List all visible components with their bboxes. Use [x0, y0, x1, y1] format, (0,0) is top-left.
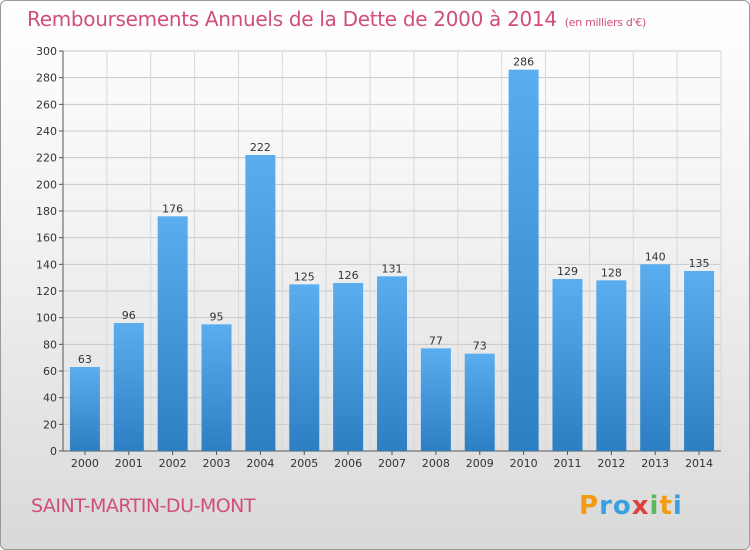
- x-tick-label: 2001: [115, 457, 143, 470]
- value-label: 126: [338, 269, 359, 282]
- commune-name: SAINT-MARTIN-DU-MONT: [31, 495, 256, 517]
- x-tick-label: 2013: [641, 457, 669, 470]
- y-tick-label: 180: [36, 205, 57, 218]
- bar-2001: [113, 323, 144, 451]
- y-tick-label: 120: [36, 285, 57, 298]
- y-tick-label: 240: [36, 125, 57, 138]
- x-tick-label: 2007: [378, 457, 406, 470]
- value-label: 77: [429, 334, 443, 347]
- value-label: 135: [689, 257, 710, 270]
- x-tick-label: 2009: [466, 457, 494, 470]
- y-tick-label: 40: [43, 392, 57, 405]
- x-tick-label: 2008: [422, 457, 450, 470]
- y-tick-label: 20: [43, 418, 57, 431]
- bar-2013: [640, 264, 671, 451]
- x-tick-label: 2003: [203, 457, 231, 470]
- proxiti-logo: Proxiti: [579, 491, 683, 521]
- value-label: 176: [162, 202, 183, 215]
- y-tick-label: 140: [36, 258, 57, 271]
- x-tick-label: 2005: [290, 457, 318, 470]
- bar-2009: [464, 353, 495, 451]
- chart-title: Remboursements Annuels de la Dette de 20…: [27, 7, 646, 31]
- labels: 0 20 40 60 80 100 120 140 160 180 200 220 240 260 280 3…: [36, 45, 713, 470]
- value-label: 125: [294, 270, 315, 283]
- x-tick-label: 2006: [334, 457, 362, 470]
- x-tick-label: 2014: [685, 457, 713, 470]
- value-label: 96: [122, 309, 136, 322]
- value-label: 95: [210, 310, 224, 323]
- bar-2007: [377, 276, 407, 451]
- x-tick-label: 2010: [510, 457, 538, 470]
- value-label: 73: [473, 340, 487, 353]
- y-tick-label: 220: [36, 152, 57, 165]
- bar-2006: [333, 283, 364, 451]
- bar-2011: [552, 279, 583, 451]
- y-tick-label: 200: [36, 178, 57, 191]
- bar-2004: [245, 155, 276, 451]
- y-tick-label: 0: [50, 445, 57, 458]
- y-tick-label: 80: [43, 338, 57, 351]
- value-label: 140: [645, 250, 666, 263]
- value-label: 128: [601, 266, 622, 279]
- y-tick-label: 300: [36, 45, 57, 58]
- x-tick-label: 2000: [71, 457, 99, 470]
- value-label: 129: [557, 265, 578, 278]
- value-label: 286: [513, 56, 534, 69]
- x-tick-label: 2011: [553, 457, 581, 470]
- bar-2003: [201, 324, 232, 451]
- value-label: 131: [382, 262, 403, 275]
- x-tick-label: 2012: [597, 457, 625, 470]
- y-tick-label: 280: [36, 72, 57, 85]
- y-tick-label: 100: [36, 312, 57, 325]
- bars: [69, 69, 715, 452]
- bar-2005: [289, 284, 320, 451]
- value-label: 63: [78, 353, 92, 366]
- value-label: 222: [250, 141, 271, 154]
- chart-unit: (en milliers d'€): [564, 16, 646, 29]
- x-tick-label: 2004: [246, 457, 274, 470]
- y-tick-label: 160: [36, 232, 57, 245]
- y-tick-label: 260: [36, 98, 57, 111]
- x-tick-label: 2002: [159, 457, 187, 470]
- chart-title-text: Remboursements Annuels de la Dette de 20…: [27, 7, 557, 31]
- bar-2010: [508, 69, 539, 452]
- bar-2002: [157, 216, 188, 451]
- bar-2000: [69, 367, 100, 451]
- bar-2008: [420, 348, 451, 451]
- y-tick-label: 60: [43, 365, 57, 378]
- bar-2014: [684, 271, 715, 451]
- bar-2012: [596, 280, 627, 451]
